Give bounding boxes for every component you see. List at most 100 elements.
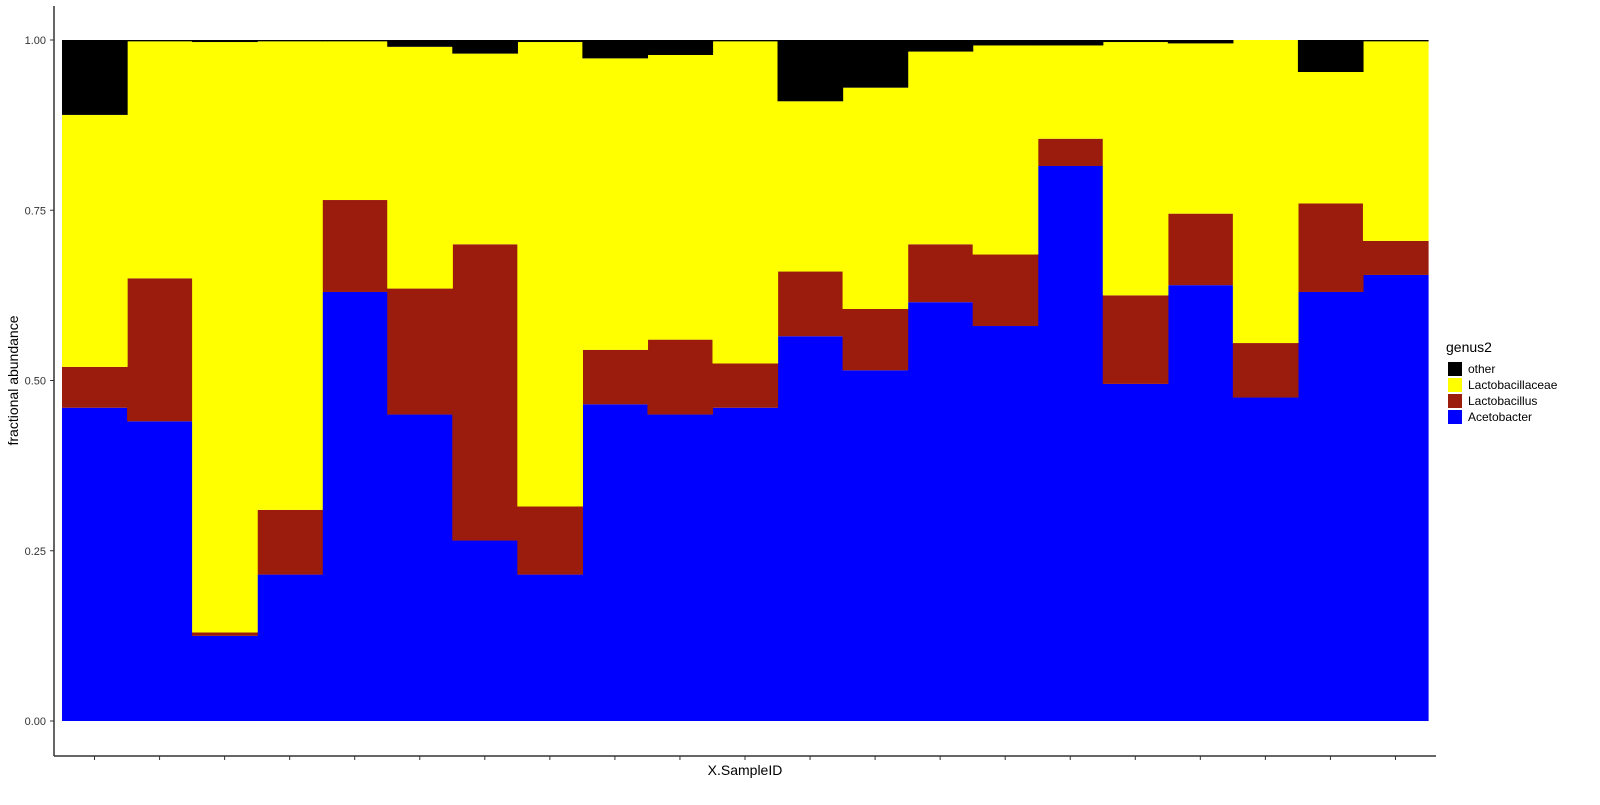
bar-segment-other-18	[1167, 40, 1234, 44]
bar-segment-lactobacillus-14	[907, 244, 974, 303]
bar-segment-acetobacter-3	[192, 635, 258, 722]
legend-label-other: other	[1468, 362, 1495, 376]
bar-segment-acetobacter-13	[842, 370, 909, 721]
bar-segment-acetobacter-5	[322, 291, 388, 721]
bar-segment-acetobacter-12	[777, 336, 844, 721]
bar-segment-lactobacillus-1	[62, 366, 128, 408]
bar-segment-other-11	[712, 40, 779, 42]
bar-segment-other-20	[1297, 40, 1364, 73]
bar-segment-lactobacillaceae-21	[1362, 41, 1429, 241]
bar-segment-lactobacillus-19	[1232, 343, 1299, 398]
y-tick-label-0: 0.00	[25, 716, 46, 728]
bar-segment-lactobacillus-11	[712, 363, 779, 408]
bars-layer	[62, 40, 1429, 722]
bar-segment-lactobacillus-17	[1102, 295, 1169, 384]
y-tick-label-1: 0.25	[25, 546, 46, 558]
x-axis-title: X.SampleID	[708, 762, 783, 778]
bar-segment-lactobacillus-21	[1362, 240, 1429, 275]
bar-segment-acetobacter-11	[712, 407, 779, 721]
bar-segment-lactobacillaceae-6	[387, 46, 453, 289]
legend-key-lactobacillus	[1448, 394, 1462, 408]
bar-segment-lactobacillus-6	[387, 288, 453, 415]
bar-segment-other-8	[517, 40, 583, 43]
bar-segment-other-9	[582, 40, 649, 59]
legend-title: genus2	[1446, 339, 1492, 355]
bar-segment-acetobacter-6	[387, 414, 453, 721]
bar-segment-other-14	[907, 40, 974, 52]
bar-segment-acetobacter-19	[1232, 397, 1299, 721]
bar-segment-acetobacter-16	[1037, 165, 1104, 722]
legend-key-other	[1448, 362, 1462, 376]
legend-entries: other Lactobacillaceae Lactobacillus Acetob…	[1448, 362, 1558, 424]
bar-segment-lactobacillus-15	[972, 254, 1039, 327]
bar-segment-lactobacillus-9	[582, 349, 649, 405]
bar-segment-lactobacillaceae-17	[1102, 42, 1169, 296]
bar-segment-lactobacillaceae-15	[972, 45, 1039, 255]
bar-segment-lactobacillaceae-4	[257, 41, 323, 510]
bar-segment-lactobacillaceae-5	[322, 41, 388, 201]
bar-segment-other-7	[452, 40, 518, 54]
bar-segment-lactobacillaceae-10	[647, 54, 714, 340]
bar-segment-other-17	[1102, 40, 1169, 43]
legend: genus2 other Lactobacillaceae Lactobacillu…	[1446, 339, 1558, 424]
bar-segment-other-1	[62, 40, 128, 115]
bar-segment-lactobacillaceae-16	[1037, 45, 1104, 139]
y-tick-label-3: 0.75	[25, 205, 46, 217]
bar-segment-acetobacter-10	[647, 414, 714, 721]
legend-label-acetobacter: Acetobacter	[1468, 410, 1532, 424]
x-ticks	[94, 756, 1396, 760]
bar-segment-other-3	[192, 40, 258, 43]
bar-segment-acetobacter-15	[972, 326, 1039, 721]
bar-segment-acetobacter-4	[257, 574, 323, 721]
legend-key-acetobacter	[1448, 410, 1462, 424]
bar-segment-lactobacillus-12	[777, 271, 844, 337]
bar-segment-acetobacter-7	[452, 540, 518, 721]
bar-segment-lactobacillaceae-1	[62, 114, 128, 367]
bar-segment-lactobacillus-4	[257, 509, 323, 575]
bar-segment-other-15	[972, 40, 1039, 46]
axes-layer: 0.00 0.25 0.50 0.75 1.00	[25, 6, 1436, 760]
y-ticks: 0.00 0.25 0.50 0.75 1.00	[25, 35, 54, 728]
bar-segment-other-5	[322, 40, 388, 42]
bar-segment-lactobacillus-10	[647, 339, 714, 415]
bar-segment-acetobacter-18	[1167, 285, 1234, 721]
bar-segment-other-13	[842, 40, 909, 88]
bar-segment-lactobacillaceae-18	[1167, 43, 1234, 214]
bar-segment-lactobacillaceae-9	[582, 58, 649, 350]
bar-segment-lactobacillaceae-20	[1297, 72, 1364, 204]
legend-label-lactobacillus: Lactobacillus	[1468, 394, 1537, 408]
bar-segment-lactobacillus-18	[1167, 213, 1234, 286]
bar-segment-lactobacillus-16	[1037, 138, 1104, 166]
bar-segment-acetobacter-2	[127, 421, 193, 721]
bar-segment-lactobacillus-8	[517, 506, 583, 575]
y-axis-title: fractional abundance	[5, 315, 21, 445]
bar-segment-other-16	[1037, 40, 1104, 46]
bar-segment-lactobacillus-2	[127, 278, 193, 422]
bar-segment-other-2	[127, 40, 193, 42]
y-tick-label-2: 0.50	[25, 376, 46, 388]
bar-segment-lactobacillaceae-13	[842, 87, 909, 309]
bar-segment-lactobacillus-5	[322, 200, 388, 292]
bar-segment-acetobacter-17	[1102, 383, 1169, 721]
bar-segment-lactobacillaceae-8	[517, 42, 583, 507]
bar-segment-acetobacter-1	[62, 407, 128, 721]
bar-segment-acetobacter-8	[517, 574, 583, 721]
legend-key-lactobacillaceae	[1448, 378, 1462, 392]
bar-segment-other-10	[647, 40, 714, 55]
bar-segment-other-12	[777, 40, 844, 102]
bar-segment-lactobacillus-7	[452, 244, 518, 541]
bar-segment-lactobacillus-20	[1297, 203, 1364, 292]
legend-label-lactobacillaceae: Lactobacillaceae	[1468, 378, 1558, 392]
bar-segment-acetobacter-20	[1297, 291, 1364, 721]
bar-segment-lactobacillaceae-19	[1232, 40, 1299, 344]
bar-segment-lactobacillus-3	[192, 632, 258, 636]
y-tick-label-4: 1.00	[25, 35, 46, 47]
bar-segment-lactobacillaceae-7	[452, 53, 518, 245]
bar-segment-acetobacter-9	[582, 404, 649, 721]
bar-segment-acetobacter-21	[1362, 274, 1429, 721]
bar-segment-other-6	[387, 40, 453, 47]
bar-segment-lactobacillaceae-11	[712, 41, 779, 364]
bar-segment-lactobacillaceae-2	[127, 41, 193, 279]
